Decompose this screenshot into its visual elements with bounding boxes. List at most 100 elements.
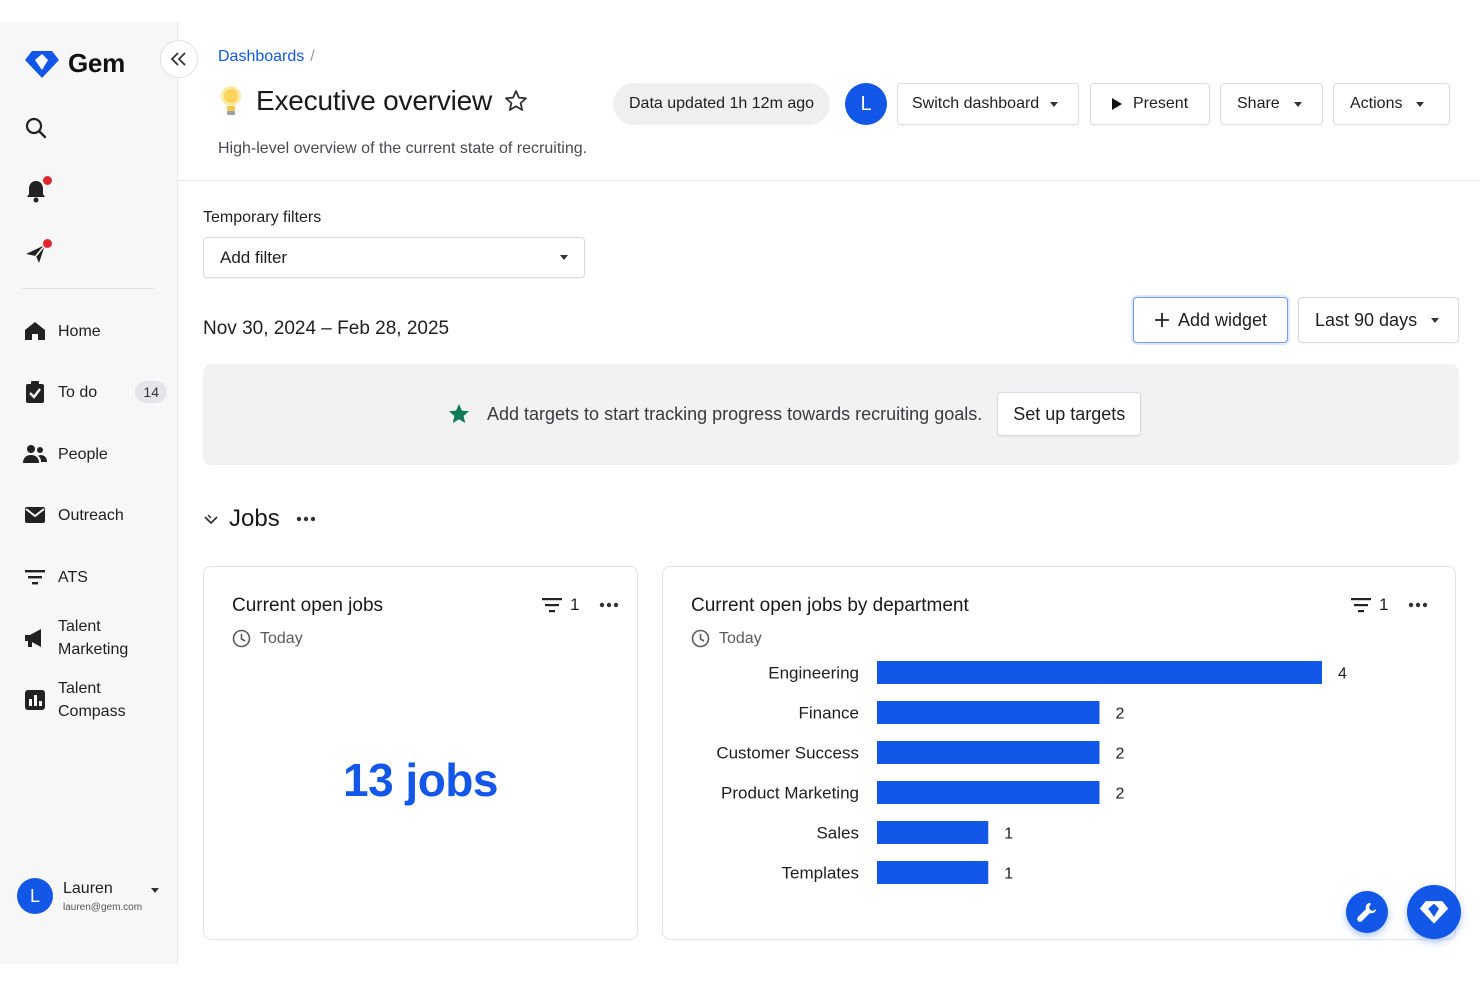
chevron-down-icon	[1416, 101, 1425, 107]
notification-dot	[43, 176, 52, 185]
sidebar-item-home[interactable]: Home	[22, 318, 167, 344]
bar[interactable]	[877, 781, 1100, 804]
sidebar-item-label: Home	[58, 322, 101, 340]
header-divider	[178, 180, 1480, 181]
date-range-select-label: Last 90 days	[1315, 309, 1418, 330]
paper-plane-icon[interactable]	[24, 239, 52, 266]
card-timestamp: Today	[691, 629, 762, 648]
actions-button[interactable]: Actions	[1333, 83, 1450, 125]
play-icon	[1112, 98, 1122, 110]
bar-value-label: 2	[1116, 786, 1125, 803]
double-chevron-left-icon	[170, 52, 186, 66]
clock-icon	[232, 629, 251, 648]
filter-count: 1	[570, 595, 580, 614]
sidebar: Gem Home To do 14 People Outreach	[0, 22, 178, 964]
breadcrumb-dashboards-link[interactable]: Dashboards	[218, 48, 305, 65]
sidebar-item-label: Outreach	[58, 506, 124, 524]
page-title: Executive overview	[256, 85, 493, 116]
bar[interactable]	[877, 821, 989, 844]
open-jobs-by-department-card: Current open jobs by department Today 1 …	[662, 566, 1456, 940]
card-tools: 1	[542, 595, 619, 615]
search-icon[interactable]	[24, 116, 48, 140]
bar-category-label: Engineering	[768, 664, 859, 683]
card-time-label: Today	[260, 629, 303, 647]
chevron-down-icon	[1431, 317, 1440, 323]
avatar: L	[17, 878, 53, 914]
bar[interactable]	[877, 861, 989, 884]
chevron-down-icon[interactable]	[203, 511, 219, 527]
bar-value-label: 2	[1116, 746, 1125, 763]
bar-value-label: 4	[1338, 666, 1347, 683]
lightbulb-icon	[221, 86, 241, 115]
chevron-down-icon	[1050, 101, 1058, 107]
set-up-targets-button[interactable]: Set up targets	[997, 392, 1142, 436]
chevron-down-icon	[1293, 101, 1302, 107]
clock-icon	[691, 629, 710, 648]
share-label: Share	[1237, 95, 1280, 112]
present-label: Present	[1133, 95, 1189, 112]
collapse-sidebar-button[interactable]	[160, 40, 198, 78]
star-icon	[449, 404, 469, 423]
share-button[interactable]: Share	[1220, 83, 1323, 125]
breadcrumb-separator: /	[310, 48, 315, 65]
filter-lines-icon	[22, 564, 48, 590]
sidebar-item-label: Talent Marketing	[58, 618, 129, 658]
sidebar-item-talent-marketing[interactable]: Talent Marketing	[22, 615, 167, 661]
bar-category-label: Customer Success	[716, 744, 859, 763]
bell-icon[interactable]	[24, 176, 52, 203]
more-horizontal-icon[interactable]	[599, 602, 619, 608]
add-filter-select[interactable]: Add filter	[203, 237, 585, 278]
present-button[interactable]: Present	[1090, 83, 1210, 125]
page-subtitle: High-level overview of the current state…	[218, 140, 588, 157]
section-title: Jobs	[229, 505, 280, 532]
sidebar-item-people[interactable]: People	[22, 441, 167, 467]
tools-fab-button[interactable]	[1346, 891, 1388, 933]
filter-count: 1	[1379, 595, 1389, 614]
bar[interactable]	[877, 741, 1100, 764]
bar[interactable]	[877, 661, 1322, 684]
bar-value-label: 2	[1116, 706, 1125, 723]
wrench-icon	[1357, 903, 1376, 922]
favorite-star-icon[interactable]	[504, 89, 528, 113]
switch-dashboard-label: Switch dashboard	[912, 95, 1040, 112]
sidebar-item-talent-compass[interactable]: Talent Compass	[22, 677, 167, 723]
gem-assistant-fab-button[interactable]	[1407, 885, 1461, 939]
gem-logo-icon	[1419, 901, 1449, 924]
filter-icon[interactable]	[1351, 597, 1371, 613]
title-row: Executive overview	[218, 84, 528, 118]
filter-icon[interactable]	[542, 597, 562, 613]
department-bar-chart: Engineering 4 Finance 2 Customer Success 2 Pro…	[716, 661, 1347, 884]
user-name: Lauren	[63, 879, 113, 897]
card-tools: 1	[1351, 595, 1428, 615]
more-horizontal-icon[interactable]	[296, 516, 316, 522]
more-horizontal-icon[interactable]	[1408, 602, 1428, 608]
add-filter-label: Add filter	[220, 247, 288, 267]
sidebar-item-ats[interactable]: ATS	[22, 564, 167, 590]
bar-chart-icon	[22, 687, 48, 713]
todo-count-badge: 14	[135, 381, 167, 403]
switch-dashboard-button[interactable]: Switch dashboard	[897, 83, 1079, 125]
add-widget-button[interactable]: Add widget	[1133, 297, 1288, 343]
card-timestamp: Today	[232, 629, 303, 648]
bar-category-label: Templates	[782, 864, 859, 883]
user-email: lauren@gem.com	[63, 901, 143, 913]
card-title: Current open jobs by department	[691, 595, 969, 616]
targets-banner: Add targets to start tracking progress t…	[203, 364, 1459, 465]
brand-logo[interactable]: Gem	[24, 48, 125, 79]
notification-dot	[43, 239, 52, 248]
user-menu[interactable]: L Lauren lauren@gem.com	[17, 878, 167, 914]
chevron-down-icon	[560, 255, 568, 260]
sidebar-item-label: ATS	[58, 568, 88, 586]
avatar[interactable]: L	[845, 83, 887, 125]
brand-name: Gem	[68, 48, 125, 78]
chevron-down-icon	[151, 888, 159, 893]
sidebar-item-outreach[interactable]: Outreach	[22, 502, 167, 528]
card-title: Current open jobs	[232, 595, 384, 616]
bar[interactable]	[877, 701, 1100, 724]
date-range-select[interactable]: Last 90 days	[1298, 297, 1459, 343]
current-open-jobs-card: Current open jobs Today 1 13 jobs	[203, 566, 638, 940]
sidebar-item-todo[interactable]: To do 14	[22, 379, 167, 405]
sidebar-item-label: Talent Compass	[58, 680, 126, 720]
bar-value-label: 1	[1004, 866, 1013, 883]
sidebar-item-label: People	[58, 445, 108, 463]
